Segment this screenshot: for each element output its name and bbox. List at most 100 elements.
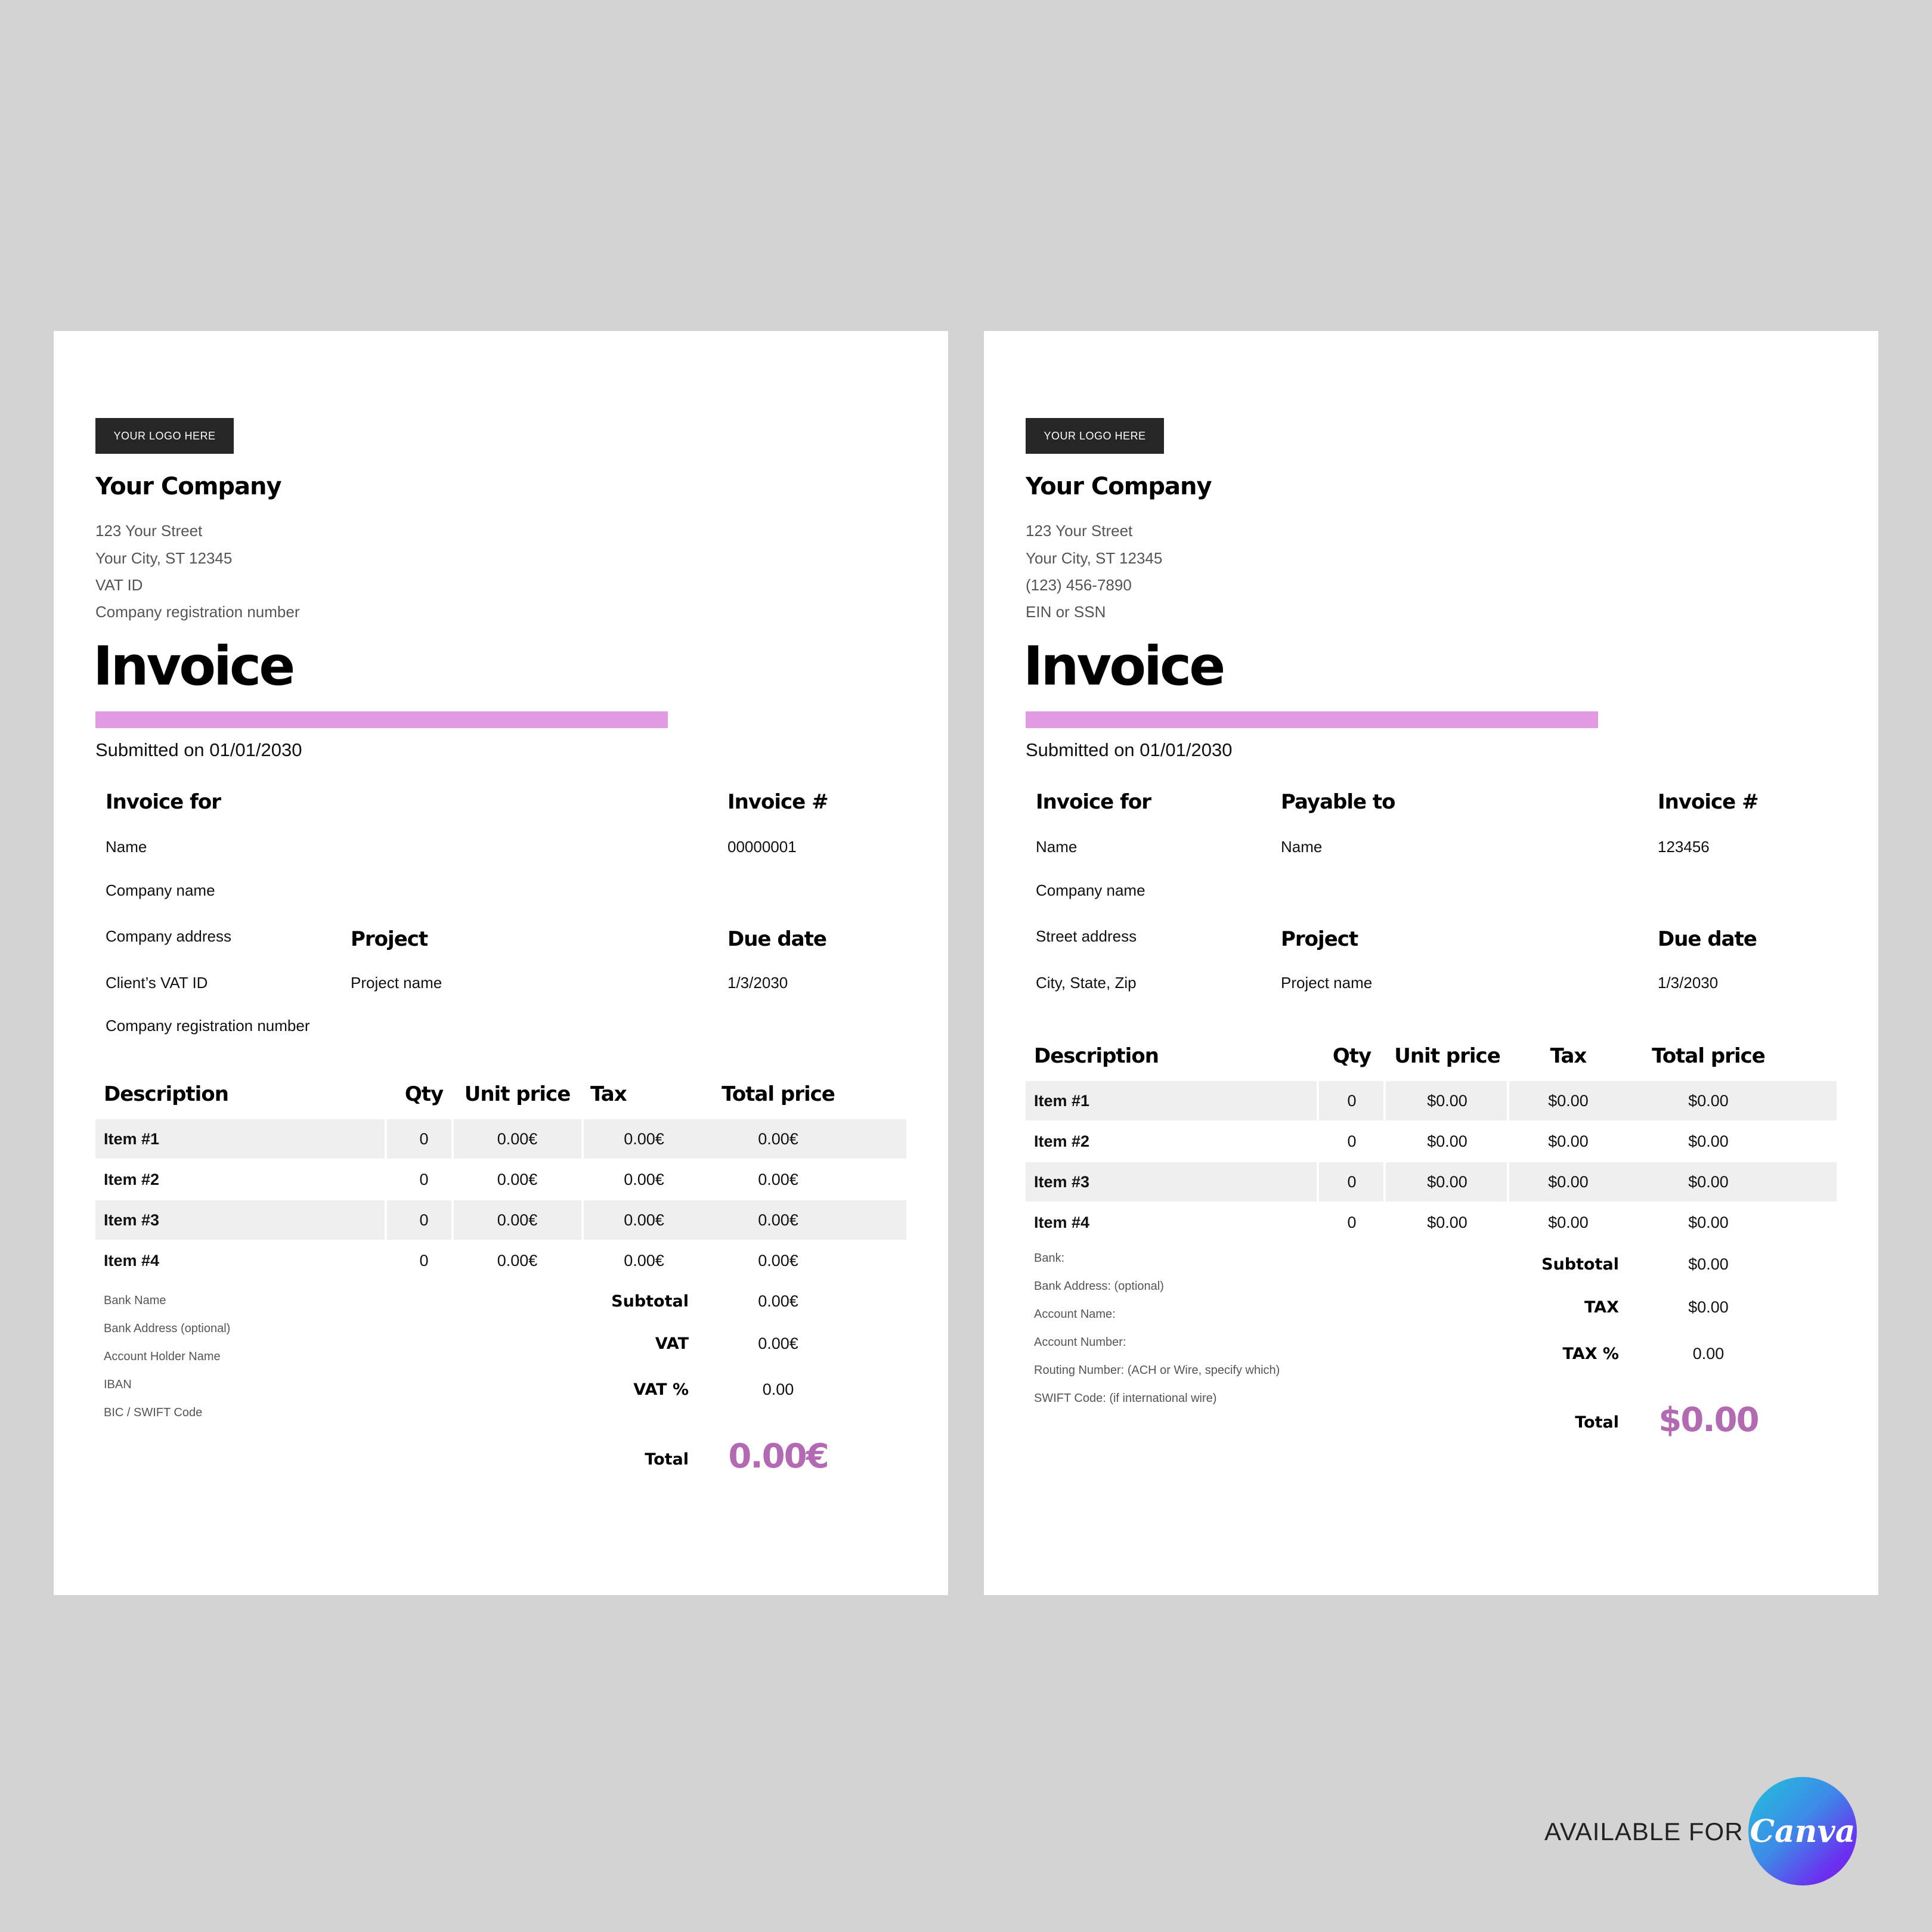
address-line: EIN or SSN [1026,603,1106,621]
bank-line: SWIFT Code: (if international wire) [1034,1392,1217,1405]
column-separator [1383,1162,1386,1202]
item-unit-price: 0.00€ [497,1171,538,1188]
client-line: Company address [106,927,231,945]
tax-value: 0.00€ [758,1335,798,1352]
item-unit-price: $0.00 [1427,1092,1467,1110]
tax-value: $0.00 [1688,1298,1729,1316]
invoice-for-heading: Invoice for [1036,790,1151,814]
tax-percent-label: VAT % [633,1380,689,1399]
item-description: Item #2 [1034,1132,1090,1150]
column-separator [1317,1081,1319,1120]
column-separator [385,1200,387,1240]
item-qty: 0 [419,1130,429,1148]
client-line: Company name [106,881,215,899]
tax-percent-label: TAX % [1562,1345,1620,1363]
col-total: Total price [722,1082,835,1106]
subtotal-label: Subtotal [1541,1255,1619,1274]
item-unit-price: $0.00 [1427,1173,1467,1191]
item-total: $0.00 [1688,1092,1729,1110]
address-line: Your City, ST 12345 [95,549,233,567]
tax-percent-value: 0.00 [1692,1345,1724,1363]
item-tax: $0.00 [1548,1092,1589,1110]
item-tax: $0.00 [1548,1132,1589,1150]
logo-placeholder: YOUR LOGO HERE [95,418,234,454]
item-unit-price: 0.00€ [497,1252,538,1270]
item-qty: 0 [419,1171,429,1188]
company-name: Your Company [95,473,282,500]
item-description: Item #1 [104,1130,160,1148]
col-description: Description [1034,1044,1159,1068]
col-description: Description [104,1082,229,1106]
column-separator [581,1119,584,1159]
invoice-number-heading: Invoice # [1658,790,1759,814]
item-tax: 0.00€ [624,1130,664,1148]
item-unit-price: $0.00 [1427,1132,1467,1150]
total-value: 0.00€ [728,1437,829,1476]
bank-line: Bank Address (optional) [104,1322,231,1335]
project-heading: Project [351,927,428,951]
bank-line: Bank Address: (optional) [1034,1280,1164,1293]
item-description: Item #1 [1034,1092,1090,1110]
col-qty: Qty [404,1082,444,1106]
item-total: 0.00€ [758,1252,798,1270]
subtotal-value: 0.00€ [758,1292,798,1310]
invoice-page-us: YOUR LOGO HERE Your Company 123 Your Str… [984,331,1878,1595]
column-separator [451,1119,454,1159]
due-date: 1/3/2030 [727,974,788,992]
row-stripe [95,1200,906,1240]
item-total: $0.00 [1688,1132,1729,1150]
column-separator [1317,1162,1319,1202]
col-unit-price: Unit price [1394,1044,1501,1068]
column-separator [385,1119,387,1159]
col-qty: Qty [1332,1044,1371,1068]
tax-percent-value: 0.00 [762,1380,794,1398]
invoice-number: 123456 [1658,838,1710,856]
column-separator [1383,1081,1386,1120]
client-line: Name [1036,838,1078,856]
bank-line: Bank Name [104,1294,166,1307]
submitted-date: Submitted on 01/01/2030 [1026,739,1233,760]
item-total: 0.00€ [758,1171,798,1188]
bank-line: Account Holder Name [104,1350,221,1363]
row-stripe [1026,1081,1837,1120]
address-line: Company registration number [95,603,300,621]
item-qty: 0 [1347,1132,1357,1150]
due-date: 1/3/2030 [1658,974,1719,992]
project-heading: Project [1281,927,1358,951]
bank-line: IBAN [104,1378,132,1391]
address-line: Your City, ST 12345 [1026,549,1163,567]
item-tax: 0.00€ [624,1211,664,1229]
row-stripe [95,1119,906,1159]
bank-line: BIC / SWIFT Code [104,1406,203,1419]
total-label: Total [645,1450,689,1469]
project-name: Project name [1281,974,1373,992]
item-qty: 0 [1347,1092,1357,1110]
subtotal-value: $0.00 [1688,1255,1729,1273]
available-for-label: AVAILABLE FOR [1544,1818,1744,1846]
item-total: $0.00 [1688,1173,1729,1191]
col-tax: Tax [590,1082,627,1106]
client-line: Client’s VAT ID [106,974,208,992]
invoice-number-heading: Invoice # [727,790,829,814]
item-total: $0.00 [1688,1213,1729,1231]
col-tax: Tax [1550,1044,1587,1068]
address-line: 123 Your Street [1026,522,1133,540]
address-line: VAT ID [95,576,143,594]
tax-label: VAT [655,1335,689,1353]
column-separator [451,1200,454,1240]
subtotal-label: Subtotal [611,1292,689,1311]
client-line: Street address [1036,927,1137,945]
logo-placeholder: YOUR LOGO HERE [1026,418,1164,454]
item-total: 0.00€ [758,1130,798,1148]
col-total: Total price [1652,1044,1766,1068]
invoice-for-heading: Invoice for [106,790,221,814]
item-tax: 0.00€ [624,1171,664,1188]
row-stripe [1026,1162,1837,1202]
item-qty: 0 [1347,1213,1357,1231]
bank-line: Bank: [1034,1252,1065,1265]
item-qty: 0 [1347,1173,1357,1191]
item-description: Item #2 [104,1171,160,1188]
item-description: Item #4 [1034,1213,1090,1231]
client-line: Name [106,838,147,856]
bank-line: Account Number: [1034,1336,1126,1349]
